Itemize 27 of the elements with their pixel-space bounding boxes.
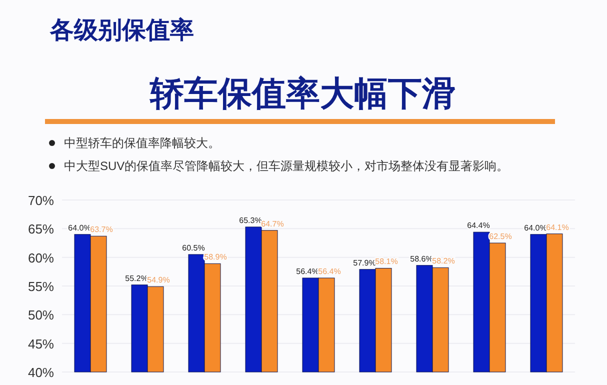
data-label: 65.3% — [239, 216, 262, 225]
y-tick-label: 70% — [28, 193, 54, 208]
data-label: 58.1% — [375, 257, 398, 266]
data-label: 64.0% — [68, 223, 91, 232]
data-label: 56.4% — [318, 266, 341, 276]
y-tick-label: 55% — [28, 279, 54, 294]
text: 中大型SUV的保值率尽管降幅较大，但车源量规模较小，对市场整体没有显著影响。 — [64, 159, 509, 173]
data-label: 63.7% — [90, 225, 113, 234]
chart-title: 各级别保值率 — [49, 17, 194, 44]
data-label: 54.9% — [147, 276, 170, 285]
data-label: 58.6% — [410, 254, 433, 264]
data-label: 64.1% — [546, 222, 569, 232]
chart-subtitle: 轿车保值率大幅下滑 — [149, 75, 456, 113]
y-tick-label: 65% — [28, 222, 54, 237]
text: 中型轿车的保值率降幅较大。 — [64, 136, 220, 150]
data-label: 55.2% — [125, 274, 148, 283]
y-tick-label: 40% — [28, 365, 54, 380]
data-label: 64.4% — [467, 221, 490, 230]
y-tick-label: 50% — [28, 308, 54, 323]
y-tick-label: 60% — [28, 250, 54, 266]
data-label: 60.5% — [182, 243, 205, 252]
data-label: 56.4% — [296, 266, 319, 276]
data-label: 58.2% — [432, 256, 455, 266]
data-label: 64.0% — [524, 223, 547, 232]
data-label: 57.9% — [353, 258, 376, 268]
y-tick-label: 45% — [28, 336, 54, 352]
data-label: 64.7% — [261, 219, 284, 228]
